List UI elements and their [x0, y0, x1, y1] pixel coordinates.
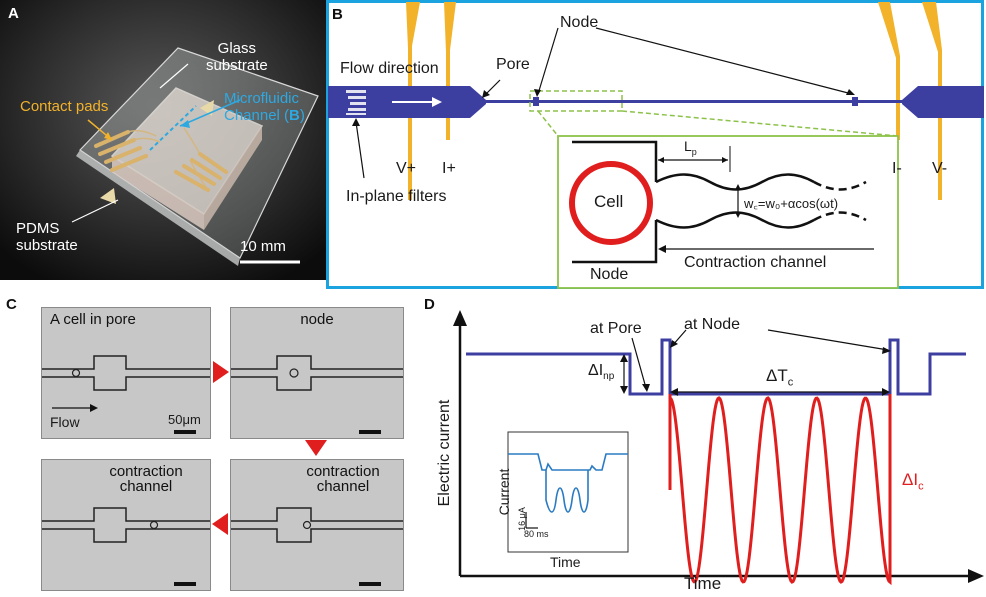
arrow-down-icon [305, 440, 327, 456]
y-axis-label: Electric current [436, 399, 453, 507]
cell-circle [302, 520, 312, 530]
i-minus-label: I- [892, 160, 902, 177]
panel-b: B Flow direction Pore Node V+ I+ I- V- I… [326, 0, 986, 290]
microfluidic-label: Microfluidic Channel (B) [224, 90, 305, 124]
node-left [533, 97, 539, 106]
node-label: Node [560, 14, 599, 31]
delta-tc-label: ΔTc [766, 366, 794, 389]
frame-label: node [300, 311, 334, 328]
pore-channel [486, 100, 902, 103]
flow-direction-label: Flow direction [340, 60, 439, 77]
scale-bar-label: 10 mm [240, 238, 286, 255]
frame-label: contraction channel [306, 463, 380, 495]
in-plane-filters-label: In-plane filters [346, 188, 447, 205]
arrow-right-icon [213, 361, 229, 383]
cell-circle [71, 368, 81, 378]
panel-d: D at Pore at Node ΔInp ΔTc ΔIc Electric … [420, 294, 986, 593]
node-wall-top [572, 140, 658, 182]
arrow-left-icon [212, 513, 228, 535]
inset-contraction-label: Contraction channel [684, 254, 827, 271]
v-minus-label: V- [932, 160, 948, 177]
inset-node-label: Node [590, 266, 629, 283]
inset-x-label: Time [550, 554, 581, 570]
contact-pads-label: Contact pads [20, 98, 109, 115]
panel-label-c: C [6, 296, 17, 313]
inset-y-label: Current [496, 468, 512, 516]
inset-cell-label: Cell [594, 192, 624, 211]
inset-trace [508, 453, 628, 471]
channel-schematic [326, 0, 984, 289]
alignment-mark [100, 188, 116, 204]
frame-label: contraction channel [109, 463, 183, 495]
pdms-substrate-label: PDMS substrate [16, 220, 78, 254]
flow-label: Flow [50, 414, 80, 430]
contact-pads-left [94, 130, 148, 172]
node-wall-bottom [572, 220, 658, 264]
current-trace-plot [453, 310, 984, 586]
delta-inp-label: ΔInp [588, 362, 615, 383]
panel-label-a: A [8, 5, 19, 22]
device-photo [0, 0, 326, 280]
micrograph-frame-2: node [230, 307, 404, 439]
cell-circle [289, 368, 299, 378]
panel-c: C [0, 294, 420, 592]
x-axis-label: Time [684, 574, 722, 593]
cell-circle [149, 520, 159, 530]
inset-wc-formula: w꜀=w₀+αcos(ωt) [744, 196, 839, 211]
panel-label-d: D [424, 296, 435, 313]
panel-label-b: B [332, 6, 343, 23]
delta-ic-label: ΔIc [902, 470, 924, 493]
blue-trace [466, 338, 966, 396]
node-right [852, 97, 858, 106]
in-plane-filters [346, 90, 366, 115]
inset-plot-box [507, 431, 629, 553]
microfluidic-channel [149, 105, 197, 151]
scale-bar-label: 50μm [168, 412, 201, 427]
v-plus-label: V+ [396, 160, 417, 177]
pore-label: Pore [496, 56, 530, 73]
frame-label: A cell in pore [50, 311, 136, 328]
i-plus-label: I+ [442, 160, 456, 177]
glass-substrate-label: Glass substrate [206, 40, 268, 74]
outlet-channel [902, 86, 984, 118]
cell-circle [569, 161, 653, 245]
micrograph-frame-4: contraction channel [230, 459, 404, 591]
micrograph-frame-3: contraction channel [41, 459, 211, 591]
panel-a: A Glass substrate Contact pads Microflui… [0, 0, 326, 280]
at-pore-label: at Pore [590, 320, 642, 337]
inset-scale-x: 80 ms [524, 529, 549, 539]
at-node-label: at Node [684, 316, 741, 333]
inset-lp-label: Lp [684, 138, 697, 157]
micrograph-frame-1: A cell in pore Flow 50μm [41, 307, 211, 439]
red-oscillation [668, 394, 892, 586]
